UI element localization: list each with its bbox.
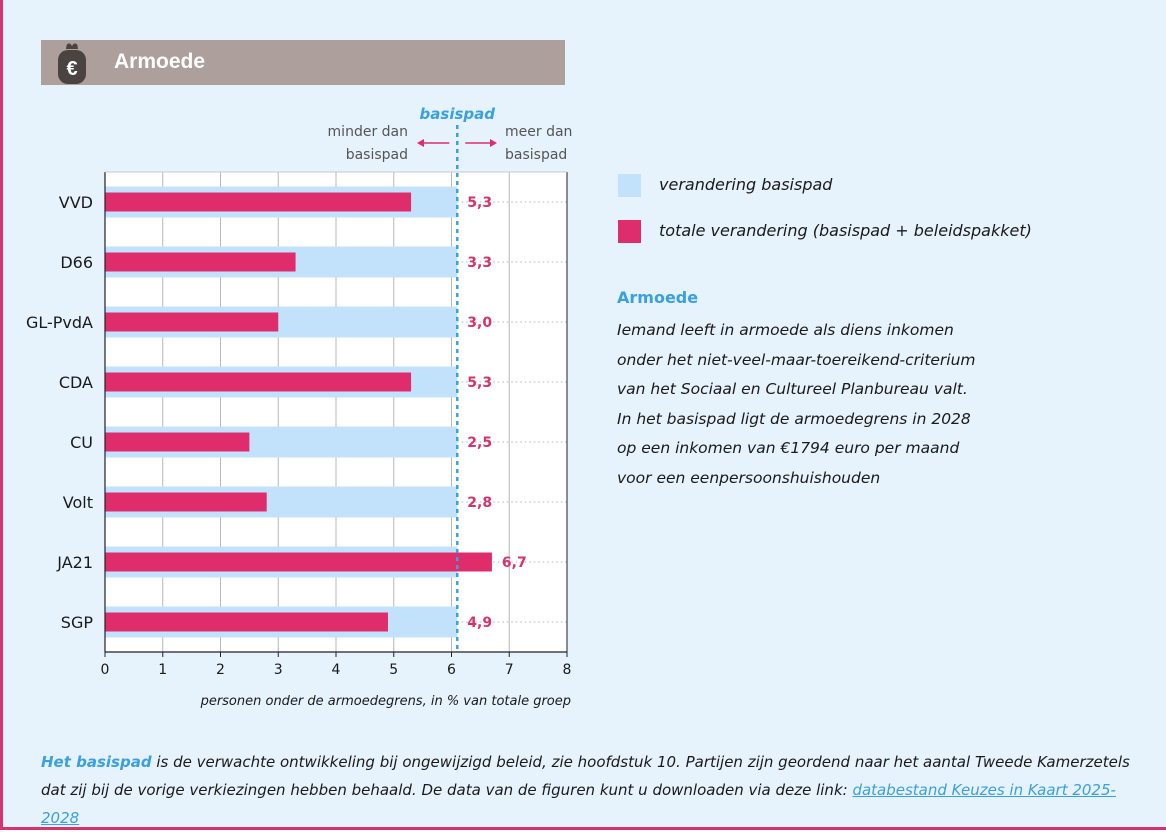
category-label: GL-PvdA bbox=[26, 313, 93, 332]
category-label: JA21 bbox=[56, 553, 93, 572]
bar-totaal bbox=[105, 552, 492, 572]
x-tick-label: 3 bbox=[274, 662, 283, 678]
euro-purse-icon: € bbox=[58, 43, 86, 84]
legend-label-basispad: verandering basispad bbox=[659, 175, 833, 194]
arrow-right-head bbox=[490, 139, 497, 147]
info-line: In het basispad ligt de armoedegrens in … bbox=[617, 409, 971, 428]
category-label: D66 bbox=[60, 253, 93, 272]
data-download-link[interactable]: databestand Keuzes in Kaart 2025-2028 bbox=[41, 781, 1116, 827]
basispad-label: basispad bbox=[420, 105, 496, 123]
info-text: Iemand leeft in armoede als diens inkome… bbox=[617, 316, 1157, 493]
bar-totaal bbox=[105, 432, 250, 452]
value-label: 4,9 bbox=[467, 615, 492, 631]
info-line: op een inkomen van €1794 euro per maand bbox=[617, 439, 960, 457]
section-title: Armoede bbox=[114, 50, 206, 73]
bar-totaal bbox=[105, 192, 412, 212]
x-axis-label: personen onder de armoedegrens, in % van… bbox=[200, 694, 571, 709]
x-tick-label: 1 bbox=[158, 662, 167, 678]
value-label: 3,0 bbox=[467, 315, 492, 331]
category-label: VVD bbox=[59, 193, 93, 212]
bar-totaal bbox=[105, 612, 388, 632]
footer-note: Het basispad is de verwachte ontwikkelin… bbox=[41, 748, 1141, 832]
section-header: € Armoede bbox=[41, 40, 565, 85]
annotation-more-line1: meer dan bbox=[505, 124, 572, 140]
category-label: SGP bbox=[61, 613, 94, 632]
value-label: 5,3 bbox=[467, 375, 492, 391]
footer-lead: Het basispad bbox=[41, 753, 152, 771]
annotation-less-line2: basispad bbox=[346, 147, 408, 163]
info-line: Iemand leeft in armoede als diens inkome… bbox=[617, 321, 954, 339]
x-tick-label: 2 bbox=[216, 662, 225, 678]
info-line: voor een eenpersoonshuishouden bbox=[617, 468, 881, 487]
category-label: Volt bbox=[63, 493, 93, 512]
x-tick-label: 6 bbox=[447, 662, 456, 678]
info-line: onder het niet-veel-maar-toereikend-crit… bbox=[617, 350, 976, 369]
x-tick-label: 8 bbox=[563, 662, 572, 678]
x-tick-label: 4 bbox=[332, 662, 341, 678]
bar-totaal bbox=[105, 312, 279, 332]
bar-totaal bbox=[105, 252, 296, 272]
value-label: 5,3 bbox=[467, 195, 492, 211]
footer-text: is de verwachte ontwikkeling bij ongewij… bbox=[41, 753, 1130, 799]
value-label: 3,3 bbox=[467, 255, 492, 271]
value-label: 2,5 bbox=[467, 435, 492, 451]
x-tick-label: 0 bbox=[101, 662, 110, 678]
category-label: CU bbox=[70, 433, 93, 452]
info-title: Armoede bbox=[617, 288, 699, 307]
bar-totaal bbox=[105, 372, 412, 392]
annotation-less-line1: minder dan bbox=[328, 124, 408, 140]
legend-swatch-basispad bbox=[618, 174, 641, 197]
legend-label-totaal: totale verandering (basispad + beleidspa… bbox=[659, 221, 1032, 240]
legend-swatch-totaal bbox=[618, 220, 641, 243]
category-label: CDA bbox=[59, 373, 93, 392]
annotation-more-line2: basispad bbox=[505, 147, 567, 163]
bar-totaal bbox=[105, 492, 267, 512]
x-tick-label: 5 bbox=[389, 662, 398, 678]
x-tick-label: 7 bbox=[505, 662, 514, 678]
arrow-left-head bbox=[417, 139, 424, 147]
bar-chart: VVD 5,3 D66 3,3 GL-PvdA 3,0 CDA 5,3 CU 2,5 Volt 2,8… bbox=[26, 105, 572, 709]
value-label: 2,8 bbox=[467, 495, 492, 511]
value-label: 6,7 bbox=[502, 555, 527, 571]
info-line: van het Sociaal en Cultureel Planbureau … bbox=[617, 380, 968, 398]
svg-text:€: € bbox=[66, 58, 77, 80]
